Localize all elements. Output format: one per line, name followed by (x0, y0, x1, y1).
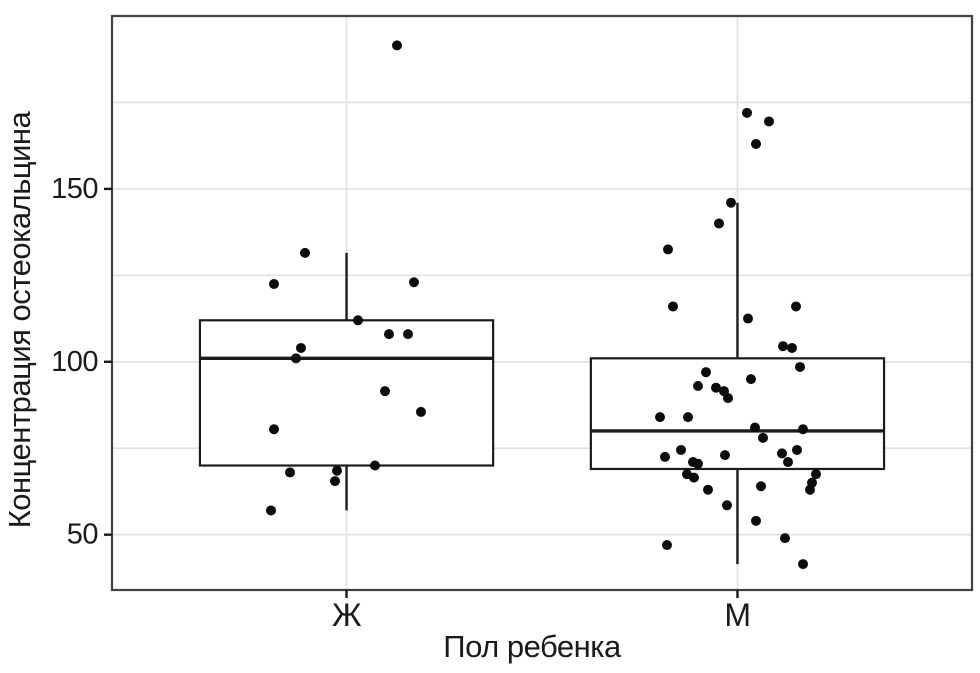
y-tick-label: 150 (51, 173, 98, 205)
data-point (764, 116, 774, 127)
data-point (676, 444, 686, 455)
data-point (811, 469, 821, 480)
data-point (720, 450, 730, 461)
data-point (751, 138, 761, 149)
data-point (722, 500, 732, 511)
data-point (746, 374, 756, 385)
data-point (392, 40, 402, 51)
data-point (285, 467, 295, 478)
data-point (756, 481, 766, 492)
data-point (783, 457, 793, 468)
data-point (798, 559, 808, 570)
panel-border (110, 14, 974, 592)
data-point (795, 361, 805, 372)
data-point (296, 342, 306, 353)
data-point (778, 341, 788, 352)
data-point (792, 444, 802, 455)
data-point (266, 505, 276, 516)
data-point (714, 218, 724, 229)
data-point (655, 412, 665, 423)
data-point (663, 244, 673, 255)
y-tick-label: 50 (67, 519, 98, 551)
x-axis-label: Пол ребенка (443, 629, 622, 664)
data-point (380, 386, 390, 397)
data-point (269, 424, 279, 435)
plot-panel (112, 16, 972, 590)
data-point (693, 380, 703, 391)
data-point (330, 476, 340, 487)
data-point (409, 277, 419, 288)
data-point (332, 465, 342, 476)
data-point (723, 393, 733, 404)
data-point (758, 432, 768, 443)
data-point (805, 484, 815, 495)
y-axis-label: Концентрация остеокальцина (2, 110, 37, 528)
data-point (751, 515, 761, 526)
data-point (660, 451, 670, 462)
data-point (791, 301, 801, 312)
data-point (780, 533, 790, 544)
x-tick-label: М (724, 597, 750, 633)
data-point (300, 247, 310, 258)
data-point (416, 406, 426, 417)
x-tick-label: Ж (332, 597, 362, 633)
data-point (291, 353, 301, 364)
data-point (668, 301, 678, 312)
box-iqr (589, 357, 886, 471)
data-point (750, 422, 760, 433)
data-point (683, 412, 693, 423)
data-point (269, 278, 279, 289)
data-point (693, 458, 703, 469)
data-point (787, 342, 797, 353)
data-point (384, 329, 394, 340)
data-point (370, 460, 380, 471)
data-point (662, 540, 672, 551)
data-point (777, 448, 787, 459)
box-iqr (198, 319, 495, 467)
data-point (353, 315, 363, 326)
data-point (798, 424, 808, 435)
data-point (703, 484, 713, 495)
data-point (742, 107, 752, 118)
y-tick-label: 100 (51, 346, 98, 378)
data-point (711, 382, 721, 393)
data-point (701, 367, 711, 378)
data-point (689, 472, 699, 483)
data-point (743, 313, 753, 324)
data-point (403, 329, 413, 340)
data-point (726, 197, 736, 208)
